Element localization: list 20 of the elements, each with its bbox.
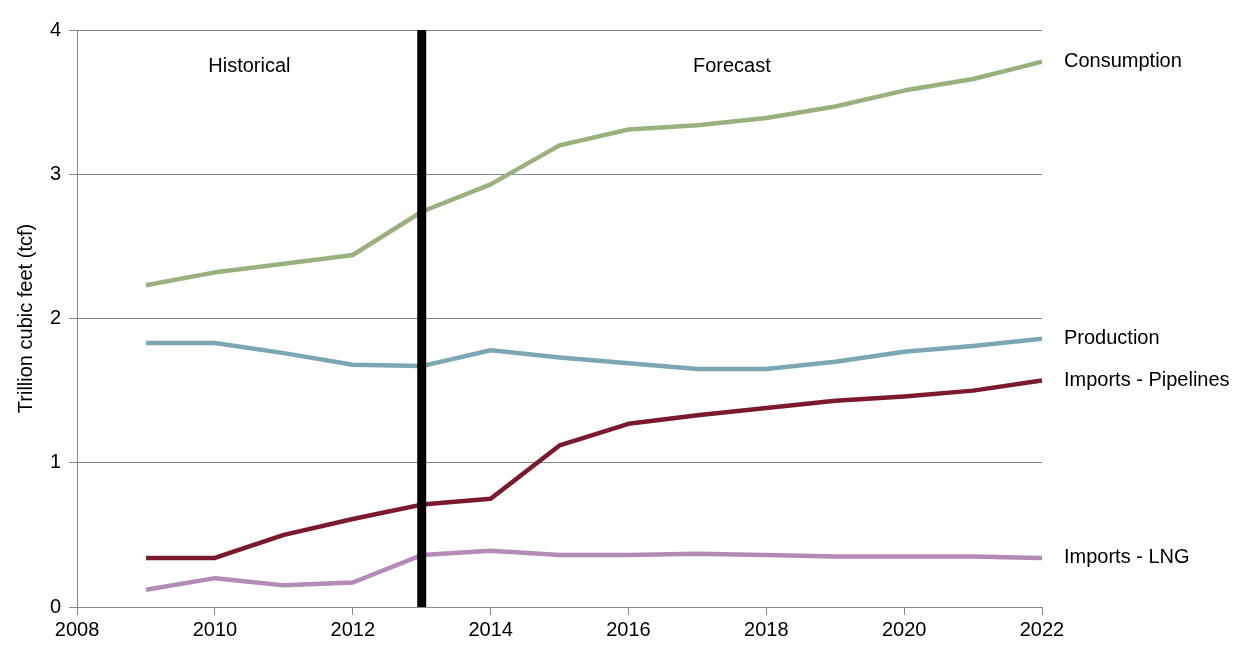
x-tick-label: 2012 <box>330 617 376 640</box>
x-tick-label: 2010 <box>192 617 238 640</box>
series-label: Imports - Pipelines <box>1064 368 1230 391</box>
y-tick-label: 1 <box>50 450 62 473</box>
x-tick-label: 2014 <box>468 617 513 640</box>
annotation: Historical <box>208 53 291 76</box>
x-tick-label: 2022 <box>1019 617 1065 640</box>
series-label: Production <box>1064 326 1160 349</box>
series-label: Imports - LNG <box>1064 545 1190 568</box>
x-tick-label: 2018 <box>744 617 789 640</box>
x-tick-label: 2008 <box>54 617 100 640</box>
series-label: Consumption <box>1064 49 1182 72</box>
annotation: Forecast <box>692 53 772 76</box>
x-tick-label: 2016 <box>606 617 651 640</box>
x-tick-label: 2020 <box>881 617 927 640</box>
y-tick-label: 4 <box>50 17 62 40</box>
y-tick-label: 2 <box>50 306 62 329</box>
y-tick-label: 0 <box>50 594 62 617</box>
y-axis-title: Trillion cubic feet (tcf) <box>13 223 36 414</box>
y-tick-label: 3 <box>50 161 62 184</box>
